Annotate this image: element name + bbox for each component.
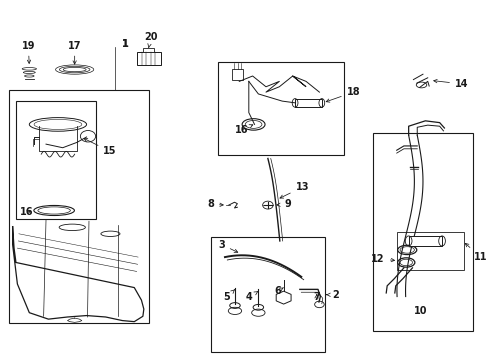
Text: 17: 17 [68,41,81,64]
Text: 14: 14 [433,79,468,89]
Text: 16: 16 [20,207,33,217]
Text: 11: 11 [465,243,487,262]
Bar [137,51,160,64]
Text: 15: 15 [84,139,117,156]
Text: 7: 7 [313,292,319,302]
Bar [217,62,344,155]
Text: 3: 3 [218,239,237,252]
Bar [408,236,441,246]
Text: 1: 1 [122,40,129,49]
Text: 9: 9 [276,199,290,210]
Bar [210,237,325,352]
Text: 12: 12 [370,254,394,264]
Text: 13: 13 [280,182,308,198]
Text: 2: 2 [326,290,338,300]
Text: 19: 19 [21,41,35,63]
Text: 18: 18 [325,87,360,102]
Bar [16,101,96,220]
Bar [9,90,148,323]
Bar [232,69,242,80]
Text: 8: 8 [207,199,223,210]
Bar [142,48,154,51]
Text: 20: 20 [144,32,158,47]
Text: 10: 10 [413,306,427,316]
Polygon shape [13,226,143,321]
Bar [294,99,321,107]
Text: 4: 4 [245,292,257,302]
Text: 16: 16 [235,125,252,135]
Text: 6: 6 [273,286,283,296]
Bar [396,232,463,270]
Text: 1: 1 [122,40,129,49]
Bar [372,134,472,330]
Text: 5: 5 [223,290,234,302]
